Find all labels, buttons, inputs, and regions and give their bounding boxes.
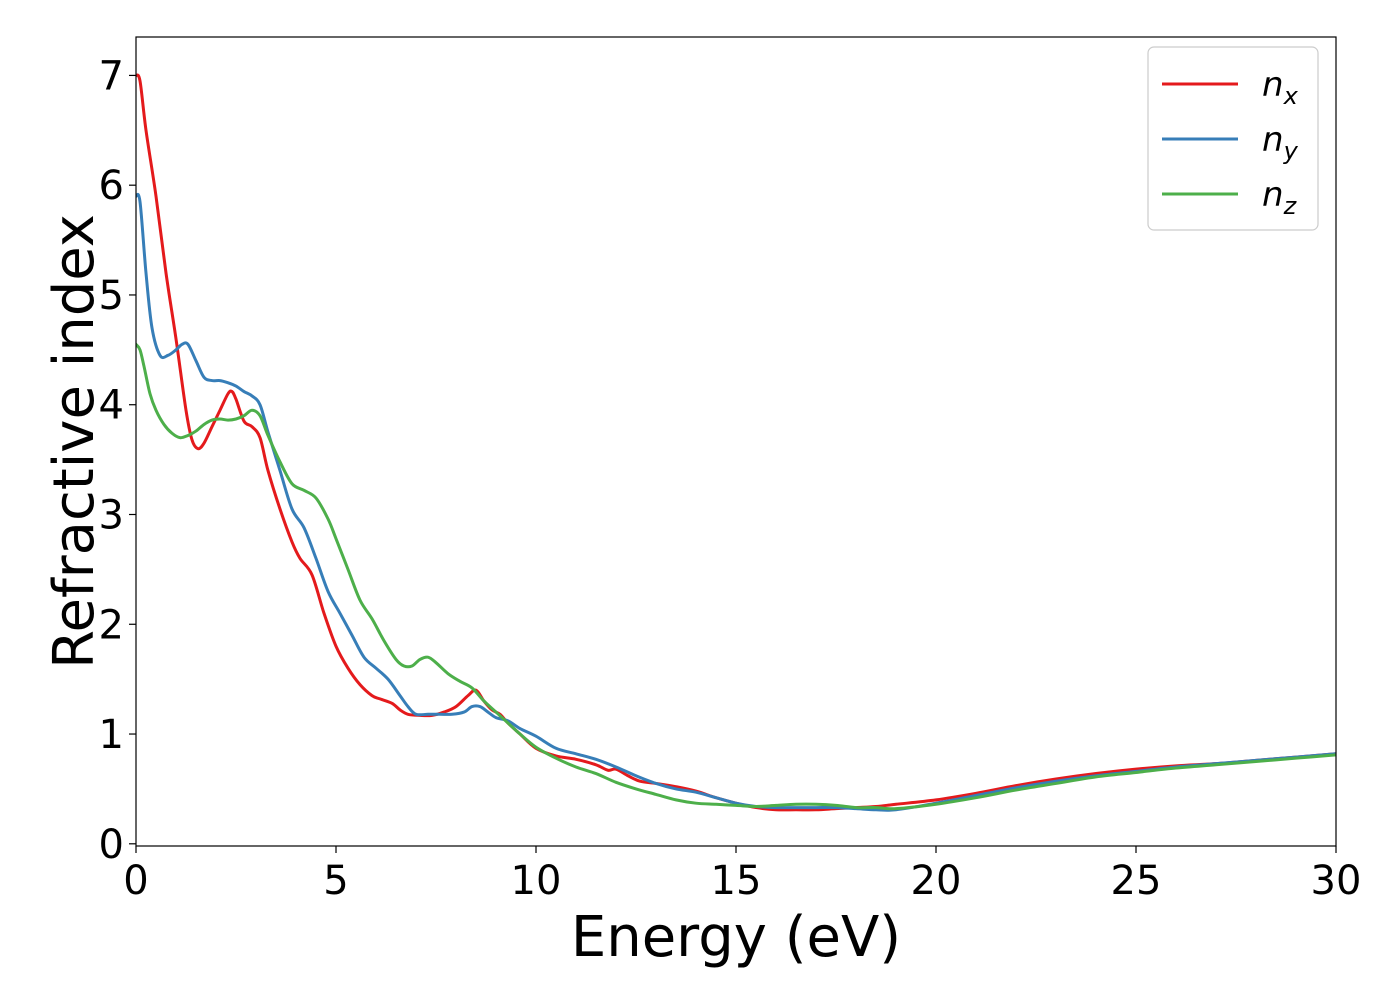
legend-label-nz: nz: [1262, 175, 1298, 220]
y-tick-label: 6: [99, 163, 124, 209]
x-tick-label: 5: [323, 858, 348, 904]
legend-label-nx: nx: [1262, 65, 1299, 110]
series-line-nz: [136, 342, 1336, 811]
y-axis-title: Refractive index: [42, 214, 107, 669]
y-tick-label: 3: [99, 492, 124, 538]
x-tick-label: 15: [711, 858, 762, 904]
y-tick-label: 5: [99, 273, 124, 319]
series-line-ny: [136, 192, 1336, 812]
x-tick-label: 25: [1111, 858, 1162, 904]
series-layer: [136, 73, 1336, 812]
legend: nx ny nz: [1147, 46, 1319, 231]
y-tick-label: 4: [99, 383, 124, 429]
x-tick-label: 10: [511, 858, 562, 904]
x-tick-label: 0: [123, 858, 148, 904]
y-tick-label: 1: [99, 712, 124, 758]
x-axis-title: Energy (eV): [571, 905, 901, 970]
legend-label-ny: ny: [1262, 120, 1299, 165]
y-tick-label: 0: [99, 822, 124, 868]
y-tick-label: 2: [99, 602, 124, 648]
x-tick-label: 20: [911, 858, 962, 904]
axis-ticks: 0 5 10 15 20 25 30 0 1 2 3 4 5 6 7: [99, 53, 1362, 904]
x-tick-label: 30: [1311, 858, 1362, 904]
y-tick-label: 7: [99, 53, 124, 99]
